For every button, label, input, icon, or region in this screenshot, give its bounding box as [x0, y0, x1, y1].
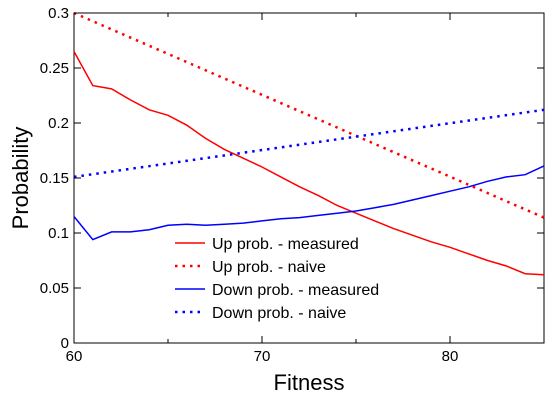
- x-tick-label: 80: [442, 348, 459, 365]
- series-line-2: [73, 165, 545, 241]
- y-tick-label: 0: [61, 335, 69, 352]
- y-axis-ticks: 0 0.05 0.1 0.15 0.2 0.25 0.3: [40, 5, 544, 352]
- x-axis-title: Fitness: [274, 370, 345, 395]
- legend-label-1: Up prob. - naive: [212, 259, 326, 276]
- series-line-1: [73, 11, 545, 219]
- series-line-0: [73, 51, 545, 276]
- y-tick-label: 0.2: [48, 115, 69, 132]
- series-line-3: [73, 108, 545, 179]
- legend-label-0: Up prob. - measured: [212, 236, 359, 253]
- series-layer: [73, 11, 545, 276]
- x-axis-ticks: 60 70 80: [66, 13, 459, 365]
- y-tick-label: 0.05: [40, 280, 69, 297]
- y-tick-label: 0.15: [40, 170, 69, 187]
- legend-label-2: Down prob. - measured: [212, 282, 379, 299]
- x-tick-label: 70: [254, 348, 271, 365]
- legend-label-3: Down prob. - naive: [212, 305, 346, 322]
- y-tick-label: 0.1: [48, 225, 69, 242]
- x-tick-label: 60: [66, 348, 83, 365]
- y-axis-title: Probability: [8, 127, 33, 230]
- legend: Up prob. - measured Up prob. - naive Down …: [175, 236, 379, 322]
- y-tick-label: 0.25: [40, 60, 69, 77]
- y-tick-label: 0.3: [48, 5, 69, 22]
